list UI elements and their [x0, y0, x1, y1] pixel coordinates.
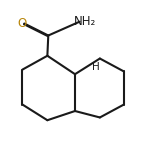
Text: H: H — [92, 62, 100, 72]
Text: O: O — [17, 17, 26, 30]
Text: NH₂: NH₂ — [74, 15, 96, 28]
